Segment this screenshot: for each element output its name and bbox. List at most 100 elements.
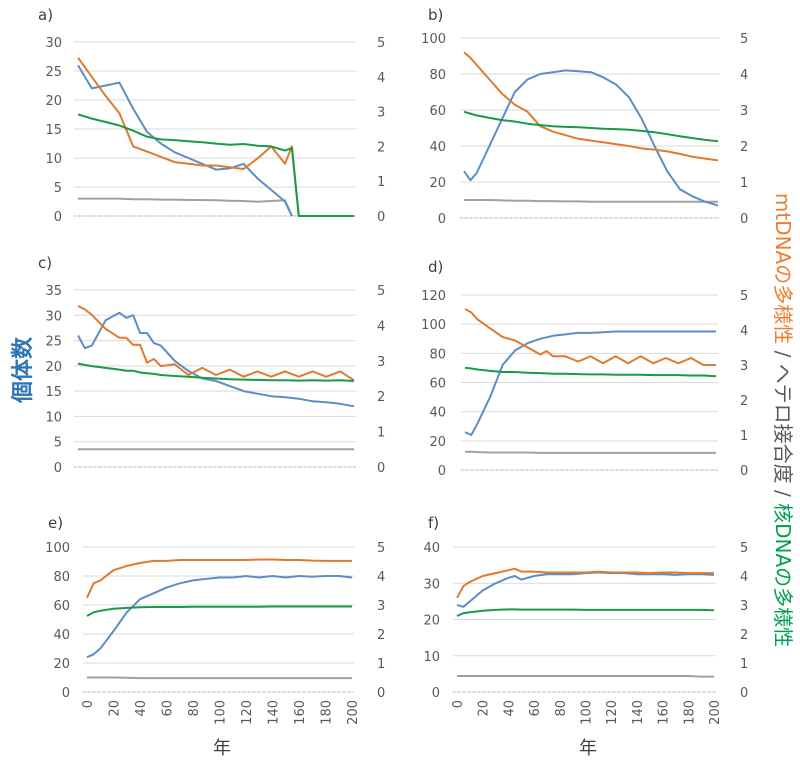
- left-tick-label: 20: [429, 176, 446, 191]
- right-tick-label: 3: [740, 359, 748, 374]
- right-tick-label: 1: [377, 175, 385, 190]
- series-line-population: [77, 311, 355, 408]
- right-tick-label: 4: [740, 68, 748, 83]
- left-tick-label: 40: [53, 628, 70, 643]
- right-tick-label: 3: [377, 599, 385, 614]
- right-tick-label: 3: [740, 104, 748, 119]
- x-tick-label: 140: [267, 700, 282, 725]
- left-tick-label: 15: [45, 123, 62, 138]
- right-tick-label: 5: [740, 541, 748, 556]
- x-tick-label: 100: [214, 700, 229, 725]
- x-tick-label: 80: [554, 700, 569, 717]
- left-tick-label: 10: [45, 410, 62, 425]
- left-tick-label: 40: [429, 140, 446, 155]
- x-tick-label: 40: [502, 700, 517, 717]
- series-line-population: [86, 575, 353, 659]
- series-line-mtdna: [463, 51, 719, 162]
- right-tick-label: 4: [740, 324, 748, 339]
- x-tick-label: 80: [187, 700, 202, 717]
- left-tick-label: 100: [421, 32, 446, 47]
- right-tick-label: 0: [377, 210, 385, 225]
- x-tick-label: 200: [346, 700, 361, 725]
- x-tick-label: 0: [81, 700, 96, 708]
- x-tick-label: 60: [528, 700, 543, 717]
- right-tick-label: 0: [740, 464, 748, 479]
- series-line-nuclear: [77, 113, 354, 217]
- left-tick-label: 10: [423, 650, 440, 665]
- x-axis-label-right: 年: [579, 738, 597, 759]
- left-tick-label: 20: [45, 360, 62, 375]
- right-tick-label: 0: [377, 686, 385, 701]
- left-tick-label: 0: [432, 686, 440, 701]
- right-tick-label: 1: [740, 429, 748, 444]
- panel-c: c) 0 5 10 15 20 25 30 35 0 1 2 3 4 5: [38, 254, 385, 476]
- panel-label: b): [428, 6, 443, 24]
- right-tick-label: 2: [740, 394, 748, 409]
- panel-label: d): [428, 258, 443, 276]
- right-axis-label-part: / ヘテロ接合度 /: [771, 344, 795, 503]
- panel-b: b) 0 20 40 60 80 100 0 1 2 3 4 5: [421, 6, 748, 227]
- series-line-heterozygosity: [78, 197, 293, 217]
- series-line-nuclear: [77, 362, 355, 382]
- left-tick-label: 5: [54, 436, 62, 451]
- x-tick-label: 180: [320, 700, 335, 725]
- x-tick-label: 0: [451, 700, 466, 708]
- right-tick-label: 2: [377, 140, 385, 155]
- panel-f: f) 0 10 20 30 40 0 1 2 3 4 5 0 20 40 60 80 100 120 140 160 18…: [423, 514, 748, 725]
- panel-label: f): [428, 514, 439, 532]
- left-tick-label: 20: [53, 657, 70, 672]
- left-tick-label: 60: [429, 104, 446, 119]
- x-tick-label: 140: [631, 700, 646, 725]
- right-tick-label: 3: [377, 106, 385, 121]
- left-tick-label: 100: [421, 318, 446, 333]
- x-tick-label: 40: [134, 700, 149, 717]
- right-tick-label: 2: [377, 390, 385, 405]
- left-tick-label: 30: [45, 36, 62, 51]
- right-axis-label-part: mtDNAの多様性: [771, 193, 795, 344]
- right-tick-label: 5: [740, 32, 748, 47]
- right-tick-label: 0: [740, 686, 748, 701]
- right-tick-label: 4: [377, 319, 385, 334]
- left-tick-label: 5: [54, 181, 62, 196]
- left-tick-label: 80: [429, 68, 446, 83]
- series-line-mtdna: [464, 308, 716, 366]
- x-tick-label: 120: [240, 700, 255, 725]
- right-tick-label: 4: [377, 71, 385, 86]
- right-tick-label: 3: [740, 599, 748, 614]
- x-tick-label: 180: [682, 700, 697, 725]
- right-tick-label: 5: [377, 284, 385, 299]
- x-axis-label-left: 年: [213, 738, 231, 759]
- right-tick-label: 2: [740, 140, 748, 155]
- series-line-nuclear: [463, 110, 719, 143]
- left-tick-label: 30: [423, 577, 440, 592]
- left-tick-label: 30: [45, 309, 62, 324]
- x-tick-label: 160: [293, 700, 308, 725]
- left-tick-label: 0: [54, 461, 62, 476]
- right-tick-label: 3: [377, 355, 385, 370]
- right-tick-label: 5: [740, 289, 748, 304]
- right-tick-label: 1: [377, 657, 385, 672]
- panel-label: c): [38, 254, 52, 272]
- series-line-nuclear: [456, 608, 715, 617]
- x-tick-label: 160: [657, 700, 672, 725]
- panel-e: e) 0 20 40 60 80 100 0 1 2 3 4 5 0 20 40 60 80 100 120 140 16…: [45, 514, 385, 725]
- left-tick-label: 0: [54, 210, 62, 225]
- left-tick-label: 20: [429, 435, 446, 450]
- series-line-mtdna: [77, 57, 354, 217]
- x-tick-label: 20: [477, 700, 492, 717]
- left-tick-label: 25: [45, 65, 62, 80]
- panels: a)051015202530012345b)020406080100012345…: [38, 6, 748, 725]
- right-axis-label-part: 核DNAの多様性: [771, 503, 795, 647]
- left-tick-label: 0: [438, 212, 446, 227]
- left-tick-label: 80: [53, 570, 70, 585]
- series-line-mtdna: [456, 567, 714, 599]
- x-tick-label: 60: [161, 700, 176, 717]
- right-tick-label: 5: [377, 36, 385, 51]
- series-line-nuclear: [464, 366, 717, 378]
- left-tick-label: 60: [53, 599, 70, 614]
- x-tick-label: 100: [580, 700, 595, 725]
- left-tick-label: 20: [45, 94, 62, 109]
- series-line-population: [463, 69, 719, 207]
- left-tick-label: 40: [423, 541, 440, 556]
- right-tick-label: 1: [740, 176, 748, 191]
